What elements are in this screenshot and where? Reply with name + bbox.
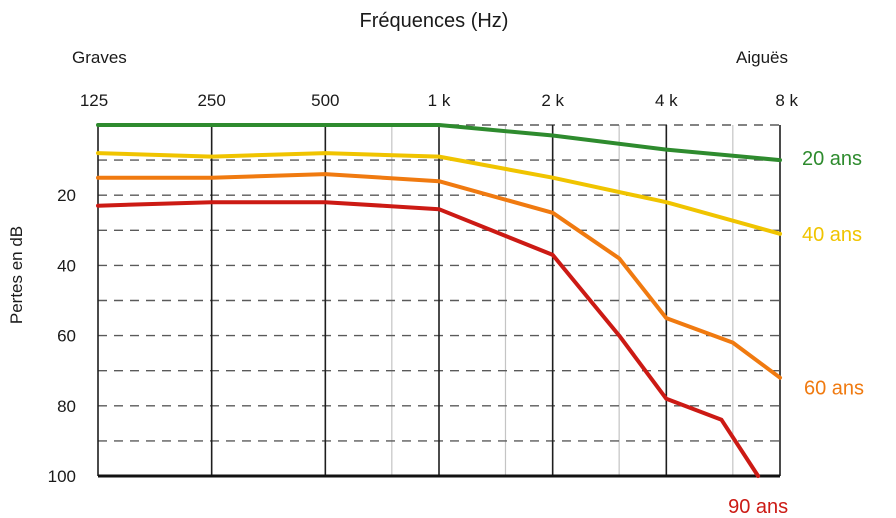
y-tick-label: 60 <box>57 327 76 346</box>
series-line <box>96 123 782 163</box>
x-tick-label: 2 k <box>541 91 564 110</box>
y-tick-label: 20 <box>57 186 76 205</box>
series-line <box>96 151 782 236</box>
x-end-label-left: Graves <box>72 48 127 67</box>
series-line <box>96 172 782 380</box>
tick-labels: 125 250 500 1 k 2 k 4 k 8 k 20 40 60 80 100 20 ans 40… <box>48 91 864 518</box>
x-tick-label: 250 <box>197 91 225 110</box>
y-tick-label: 100 <box>48 467 76 486</box>
series-lines <box>96 123 782 478</box>
x-tick-label: 4 k <box>655 91 678 110</box>
x-end-label-right: Aiguës <box>736 48 788 67</box>
x-tick-label: 8 k <box>775 91 798 110</box>
series-label: 20 ans <box>802 148 862 170</box>
x-tick-label: 1 k <box>428 91 451 110</box>
series-label: 60 ans <box>804 378 864 400</box>
series-label: 40 ans <box>802 224 862 246</box>
series-line <box>96 200 761 478</box>
grid <box>97 124 781 478</box>
x-tick-label: 500 <box>311 91 339 110</box>
series-label: 90 ans <box>728 496 788 518</box>
y-axis-label: Pertes en dB <box>7 226 26 324</box>
x-tick-label: 125 <box>80 91 108 110</box>
y-tick-label: 80 <box>57 397 76 416</box>
y-tick-label: 40 <box>57 256 76 275</box>
chart-title: Fréquences (Hz) <box>360 10 509 32</box>
